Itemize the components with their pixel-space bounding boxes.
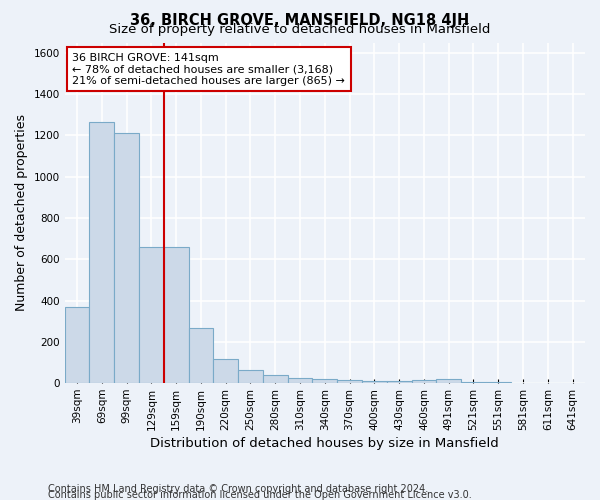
Text: Contains public sector information licensed under the Open Government Licence v3: Contains public sector information licen… (48, 490, 472, 500)
Bar (214, 360, 238, 383)
Bar (188, 328, 214, 383)
Text: Size of property relative to detached houses in Mansfield: Size of property relative to detached ho… (109, 22, 491, 36)
Bar (238, 370, 263, 383)
Bar (263, 375, 287, 383)
Bar (436, 379, 461, 383)
Bar (139, 247, 164, 383)
Bar (486, 382, 511, 383)
Bar (387, 380, 412, 383)
Bar (287, 378, 313, 383)
Bar (412, 380, 436, 383)
Y-axis label: Number of detached properties: Number of detached properties (15, 114, 28, 312)
Bar (164, 247, 188, 383)
Text: Contains HM Land Registry data © Crown copyright and database right 2024.: Contains HM Land Registry data © Crown c… (48, 484, 428, 494)
Bar (362, 380, 387, 383)
Bar (313, 380, 337, 383)
Bar (65, 306, 89, 383)
Bar (337, 380, 362, 383)
Bar (114, 134, 139, 383)
X-axis label: Distribution of detached houses by size in Mansfield: Distribution of detached houses by size … (151, 437, 499, 450)
Bar (461, 382, 486, 383)
Text: 36, BIRCH GROVE, MANSFIELD, NG18 4JH: 36, BIRCH GROVE, MANSFIELD, NG18 4JH (130, 12, 470, 28)
Text: 36 BIRCH GROVE: 141sqm
← 78% of detached houses are smaller (3,168)
21% of semi-: 36 BIRCH GROVE: 141sqm ← 78% of detached… (73, 52, 346, 86)
Bar (89, 122, 114, 383)
